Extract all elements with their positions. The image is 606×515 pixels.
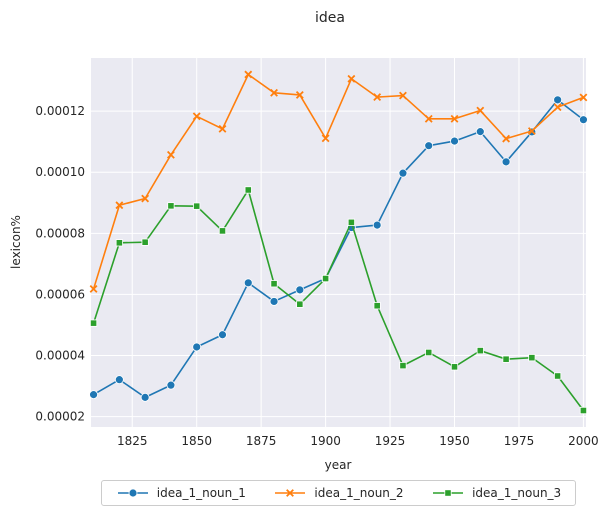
data-point [579,93,588,102]
x-tick-label: 1975 [504,434,535,448]
data-point [128,488,138,498]
data-point [89,284,98,293]
data-point [347,218,355,226]
data-point [373,302,381,310]
data-point [450,136,459,146]
series-line [92,189,585,411]
data-point [166,150,175,159]
data-point [579,406,588,415]
data-point [89,390,98,400]
data-point [270,88,278,97]
series-idea_1_noun_1 [89,95,588,402]
data-point [502,134,511,143]
y-tick-label: 0.00008 [35,226,85,240]
series-line [92,73,584,290]
data-point [424,141,434,151]
data-point [528,354,536,362]
series-idea_1_noun_2 [89,70,588,293]
legend-label: idea_1_noun_1 [156,486,246,500]
legend-swatch [117,488,148,498]
data-point [399,91,407,100]
data-point [192,342,202,352]
data-point [218,124,227,133]
data-point [444,489,452,497]
legend-swatch [275,489,306,497]
data-point [398,168,408,178]
data-point [295,285,305,295]
data-point [424,114,433,123]
y-tick-label: 0.00006 [35,287,85,301]
data-point [399,362,407,370]
series-line [93,99,584,399]
data-point [115,239,123,247]
data-point [114,375,124,385]
data-point [218,330,227,340]
data-point [244,186,252,194]
legend-item: idea_1_noun_2 [273,486,404,500]
data-point [476,106,485,115]
data-point [296,300,304,308]
series-idea_1_noun_3 [89,186,588,415]
data-point [321,134,330,143]
data-point [270,280,278,288]
x-tick-label: 1925 [375,434,406,448]
data-point [115,201,124,210]
data-point [167,202,175,210]
data-point [347,74,356,83]
data-point [269,297,279,306]
data-point [450,114,459,123]
data-point [141,194,150,203]
data-point [193,202,201,210]
data-point [501,157,511,167]
y-tick-label: 0.00002 [35,410,85,424]
x-axis-label: year [325,458,352,472]
data-point [286,489,295,497]
data-point [322,274,330,283]
data-point [192,112,201,121]
x-tick-label: 1900 [310,434,341,448]
data-point [243,278,253,288]
data-point [502,355,510,363]
data-point [372,220,382,230]
legend: idea_1_noun_1 idea_1_noun_2 idea_1_noun_3 [101,480,576,506]
chart-title: idea [315,10,345,26]
data-point [166,380,176,390]
legend-label: idea_1_noun_3 [472,486,562,500]
data-point [89,319,98,327]
data-point [450,363,459,371]
y-tick-label: 0.00004 [35,349,85,363]
legend-label: idea_1_noun_2 [314,486,404,500]
data-point [425,348,433,357]
data-point [553,103,562,112]
y-tick-label: 0.00010 [35,165,85,179]
y-axis-label: lexicon% [9,215,23,269]
data-point [476,347,484,355]
data-point [218,227,227,235]
data-point [553,95,563,105]
legend-item: idea_1_noun_3 [431,486,561,500]
legend-swatch [433,489,464,497]
x-tick-label: 1950 [439,434,470,448]
data-point [244,70,253,79]
x-tick-label: 1825 [117,434,148,448]
data-point [554,372,562,380]
data-point [295,91,304,99]
data-point [140,392,150,402]
data-point [527,127,536,135]
data-point [373,93,382,102]
x-tick-label: 1850 [181,434,212,448]
data-point [475,127,485,137]
data-point [579,115,588,125]
x-tick-label: 2000 [568,434,599,448]
legend-item: idea_1_noun_1 [116,486,246,500]
data-point [141,238,149,246]
y-tick-label: 0.00012 [35,104,85,118]
x-tick-label: 1875 [246,434,277,448]
plot-background [91,58,586,427]
